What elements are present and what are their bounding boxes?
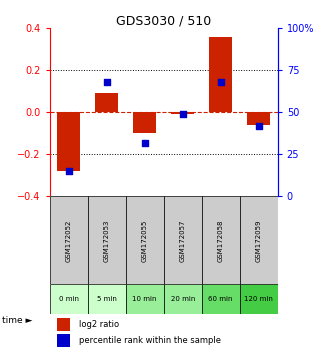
Bar (164, 284, 202, 314)
Text: log2 ratio: log2 ratio (79, 320, 119, 329)
Point (218, 79, 223, 85)
Bar (202, 284, 240, 314)
Text: GSM172055: GSM172055 (142, 219, 148, 262)
Point (66, 169, 71, 174)
Bar (164, 196, 202, 284)
Bar (133, 112, 156, 133)
Bar (56, 318, 70, 331)
Text: 10 min: 10 min (133, 296, 157, 302)
Text: GSM172053: GSM172053 (104, 219, 110, 262)
Bar (50, 284, 88, 314)
Bar (95, 93, 118, 112)
Bar (88, 196, 126, 284)
Text: 5 min: 5 min (97, 296, 117, 302)
Text: 60 min: 60 min (208, 296, 233, 302)
Bar (240, 196, 278, 284)
Bar (50, 196, 88, 284)
Point (142, 140, 147, 145)
Text: 120 min: 120 min (244, 296, 273, 302)
Bar (57, 112, 80, 171)
Bar (240, 284, 278, 314)
Text: GSM172058: GSM172058 (218, 219, 224, 262)
Text: time ►: time ► (2, 316, 32, 325)
Text: GSM172057: GSM172057 (180, 219, 186, 262)
Text: 20 min: 20 min (170, 296, 195, 302)
Text: GSM172059: GSM172059 (256, 219, 262, 262)
Text: GSM172052: GSM172052 (66, 219, 72, 262)
Point (180, 111, 185, 117)
Text: 0 min: 0 min (59, 296, 79, 302)
Point (256, 123, 261, 129)
Bar (126, 196, 164, 284)
Bar (88, 284, 126, 314)
Bar (126, 284, 164, 314)
Bar (202, 196, 240, 284)
Bar (209, 37, 232, 112)
Bar (171, 112, 194, 114)
Point (104, 79, 109, 85)
Bar (56, 334, 70, 347)
Title: GDS3030 / 510: GDS3030 / 510 (116, 14, 211, 27)
Bar (247, 112, 270, 125)
Text: percentile rank within the sample: percentile rank within the sample (79, 336, 221, 345)
